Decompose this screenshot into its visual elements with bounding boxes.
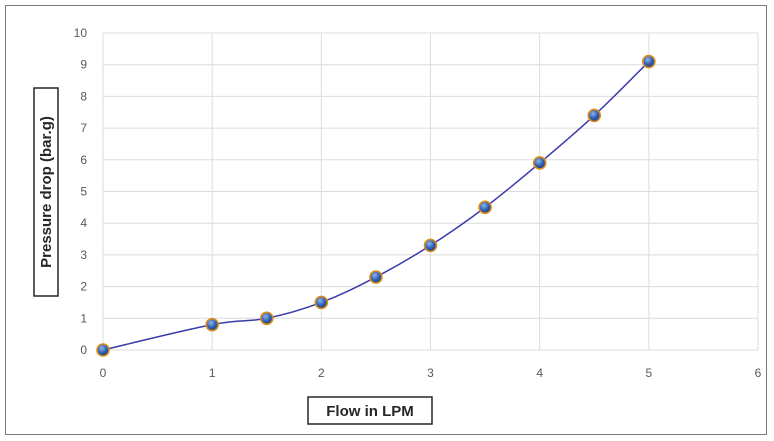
y-axis-title-box: Pressure drop (bar.g) bbox=[33, 87, 59, 297]
tick-labels: 0 1 2 3 4 5 6 7 8 9 10 0 1 2 3 4 5 6 bbox=[74, 26, 762, 380]
grid-lines bbox=[102, 32, 759, 351]
data-point bbox=[532, 156, 547, 170]
data-series bbox=[96, 54, 656, 357]
y-tick-label: 10 bbox=[74, 26, 88, 40]
x-axis-title: Flow in LPM bbox=[326, 403, 414, 420]
y-tick-label: 5 bbox=[80, 185, 87, 199]
data-point bbox=[205, 317, 219, 332]
y-tick-label: 6 bbox=[80, 153, 87, 167]
data-point bbox=[369, 270, 383, 284]
y-tick-label: 2 bbox=[80, 280, 87, 294]
y-tick-label: 1 bbox=[80, 311, 87, 325]
y-tick-label: 0 bbox=[80, 343, 87, 357]
x-tick-label: 0 bbox=[100, 366, 107, 380]
data-point bbox=[423, 238, 438, 253]
x-tick-label: 6 bbox=[755, 366, 762, 380]
y-tick-label: 4 bbox=[80, 216, 87, 230]
data-point bbox=[478, 200, 492, 215]
data-point bbox=[259, 311, 274, 326]
x-tick-label: 5 bbox=[645, 366, 652, 380]
x-tick-label: 1 bbox=[209, 366, 216, 380]
chart-frame bbox=[5, 5, 767, 435]
data-point bbox=[96, 343, 110, 357]
y-tick-label: 3 bbox=[80, 248, 87, 262]
data-point bbox=[314, 295, 329, 310]
y-tick-label: 8 bbox=[80, 89, 87, 103]
x-tick-label: 2 bbox=[318, 366, 325, 380]
data-point bbox=[587, 108, 602, 123]
data-point bbox=[642, 54, 656, 69]
y-tick-label: 7 bbox=[80, 121, 87, 135]
x-tick-label: 4 bbox=[536, 366, 543, 380]
series-line bbox=[102, 60, 650, 351]
x-axis-title-box: Flow in LPM bbox=[307, 396, 433, 425]
y-axis-title: Pressure drop (bar.g) bbox=[38, 116, 55, 268]
y-tick-label: 9 bbox=[80, 58, 87, 72]
x-tick-label: 3 bbox=[427, 366, 434, 380]
